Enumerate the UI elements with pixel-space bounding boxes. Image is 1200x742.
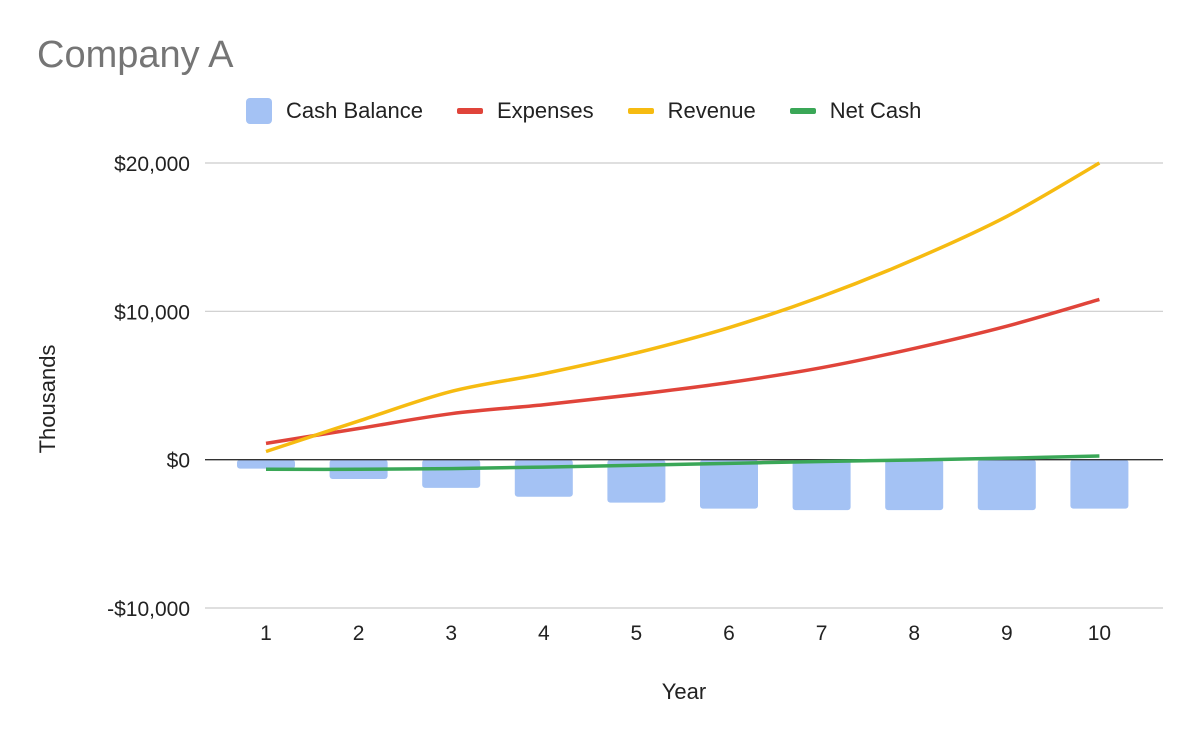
legend-swatch-cash-balance xyxy=(246,98,272,124)
x-tick-label: 10 xyxy=(1088,622,1111,645)
x-axis-label: Year xyxy=(662,679,706,704)
bar-cash-balance[interactable] xyxy=(329,459,388,479)
y-tick-label: $0 xyxy=(167,450,190,473)
bar-cash-balance[interactable] xyxy=(1070,459,1129,509)
line-expenses[interactable] xyxy=(265,297,1100,446)
y-tick-label: $20,000 xyxy=(114,153,190,176)
legend-swatch-net-cash xyxy=(789,108,816,114)
legend-label-net-cash: Net Cash xyxy=(829,98,922,123)
bar-cash-balance[interactable] xyxy=(792,459,851,511)
bar-cash-balance[interactable] xyxy=(700,459,758,509)
bar-cash-balance[interactable] xyxy=(237,459,295,469)
bar-cash-balance[interactable] xyxy=(885,459,944,511)
line-series xyxy=(265,161,1101,472)
tick-labels: $20,000 $10,000 $0 -$10,000 1 2 3 4 5 6 7 8 9 10 xyxy=(107,153,1111,645)
bar-cash-balance[interactable] xyxy=(514,459,573,497)
x-tick-label: 1 xyxy=(260,622,272,645)
bar-cash-balance[interactable] xyxy=(977,459,1036,511)
legend-item-cash-balance[interactable]: Cash Balance xyxy=(246,98,423,124)
x-tick-label: 3 xyxy=(445,622,457,645)
bar-cash-balance[interactable] xyxy=(422,459,481,488)
legend-label-cash-balance: Cash Balance xyxy=(286,98,423,123)
legend-swatch-revenue xyxy=(627,108,654,114)
chart-legend: Cash Balance Expenses Revenue Net Cash xyxy=(246,98,955,124)
legend-item-revenue[interactable]: Revenue xyxy=(627,98,756,124)
y-tick-label: -$10,000 xyxy=(107,598,190,621)
bar-series xyxy=(237,459,1129,511)
legend-label-revenue: Revenue xyxy=(667,98,756,123)
y-tick-label: $10,000 xyxy=(114,301,190,324)
x-tick-label: 9 xyxy=(1001,622,1013,645)
y-axis-label: Thousands xyxy=(35,345,60,454)
x-tick-label: 2 xyxy=(353,622,365,645)
line-revenue[interactable] xyxy=(265,161,1101,454)
x-tick-label: 4 xyxy=(538,622,550,645)
legend-item-expenses[interactable]: Expenses xyxy=(456,98,594,124)
legend-label-expenses: Expenses xyxy=(496,98,594,123)
x-tick-label: 8 xyxy=(908,622,920,645)
x-tick-label: 7 xyxy=(816,622,828,645)
x-tick-label: 5 xyxy=(631,622,643,645)
line-net-cash[interactable] xyxy=(265,454,1100,472)
gridlines xyxy=(205,162,1163,609)
bar-cash-balance[interactable] xyxy=(607,459,666,503)
legend-item-net-cash[interactable]: Net Cash xyxy=(789,98,922,124)
x-tick-label: 6 xyxy=(723,622,735,645)
chart-title: Company A xyxy=(37,34,234,76)
legend-swatch-expenses xyxy=(456,108,483,114)
